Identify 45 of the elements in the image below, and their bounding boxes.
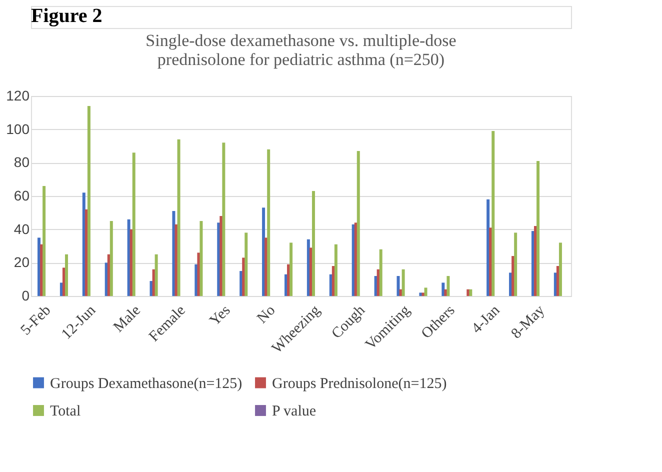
y-tick-label: 0 [22, 288, 30, 304]
bar [334, 244, 338, 296]
bar [154, 254, 158, 296]
bar [174, 224, 178, 296]
bar [558, 242, 562, 296]
bar [442, 282, 445, 296]
bar [110, 221, 113, 296]
bar [222, 142, 226, 296]
bar [267, 149, 270, 296]
bar [379, 249, 382, 296]
x-tick-label: Male [110, 302, 144, 336]
x-tick-label: Yes [206, 302, 234, 330]
bar [536, 161, 540, 296]
bar [422, 292, 425, 296]
bar [87, 106, 90, 296]
legend-label: Groups Prednisolone(n=125) [272, 376, 447, 392]
bar [492, 131, 495, 296]
bar [312, 191, 315, 296]
text: Single-dose dexamethasone vs. multiple-dose [146, 31, 456, 50]
bar [469, 289, 472, 296]
bar [65, 254, 68, 296]
legend-label: Groups Dexamethasone(n=125) [50, 376, 242, 392]
bar [402, 269, 405, 296]
bar [177, 139, 180, 296]
y-tick-label: 40 [14, 220, 30, 237]
bar [356, 151, 360, 296]
bar [424, 288, 428, 296]
y-tick-label: 100 [6, 120, 30, 137]
x-tick-label: 4-Jan [468, 302, 504, 337]
bar [290, 242, 293, 296]
bar [396, 276, 400, 296]
y-tick-label: 60 [14, 188, 30, 204]
legend-label: P value [272, 404, 316, 420]
legend-label: Total [50, 404, 81, 420]
bar [446, 276, 450, 296]
bar [42, 186, 46, 296]
bar [514, 232, 518, 296]
text: prednisolone for pediatric asthma (n=250) [157, 50, 445, 69]
y-tick-label: 120 [6, 88, 30, 104]
y-tick-label: 80 [14, 154, 30, 170]
bar [244, 232, 248, 296]
y-tick-label: 20 [14, 254, 30, 270]
bar [200, 221, 203, 296]
caption: Figure 2 [31, 5, 102, 27]
bar [132, 152, 136, 296]
